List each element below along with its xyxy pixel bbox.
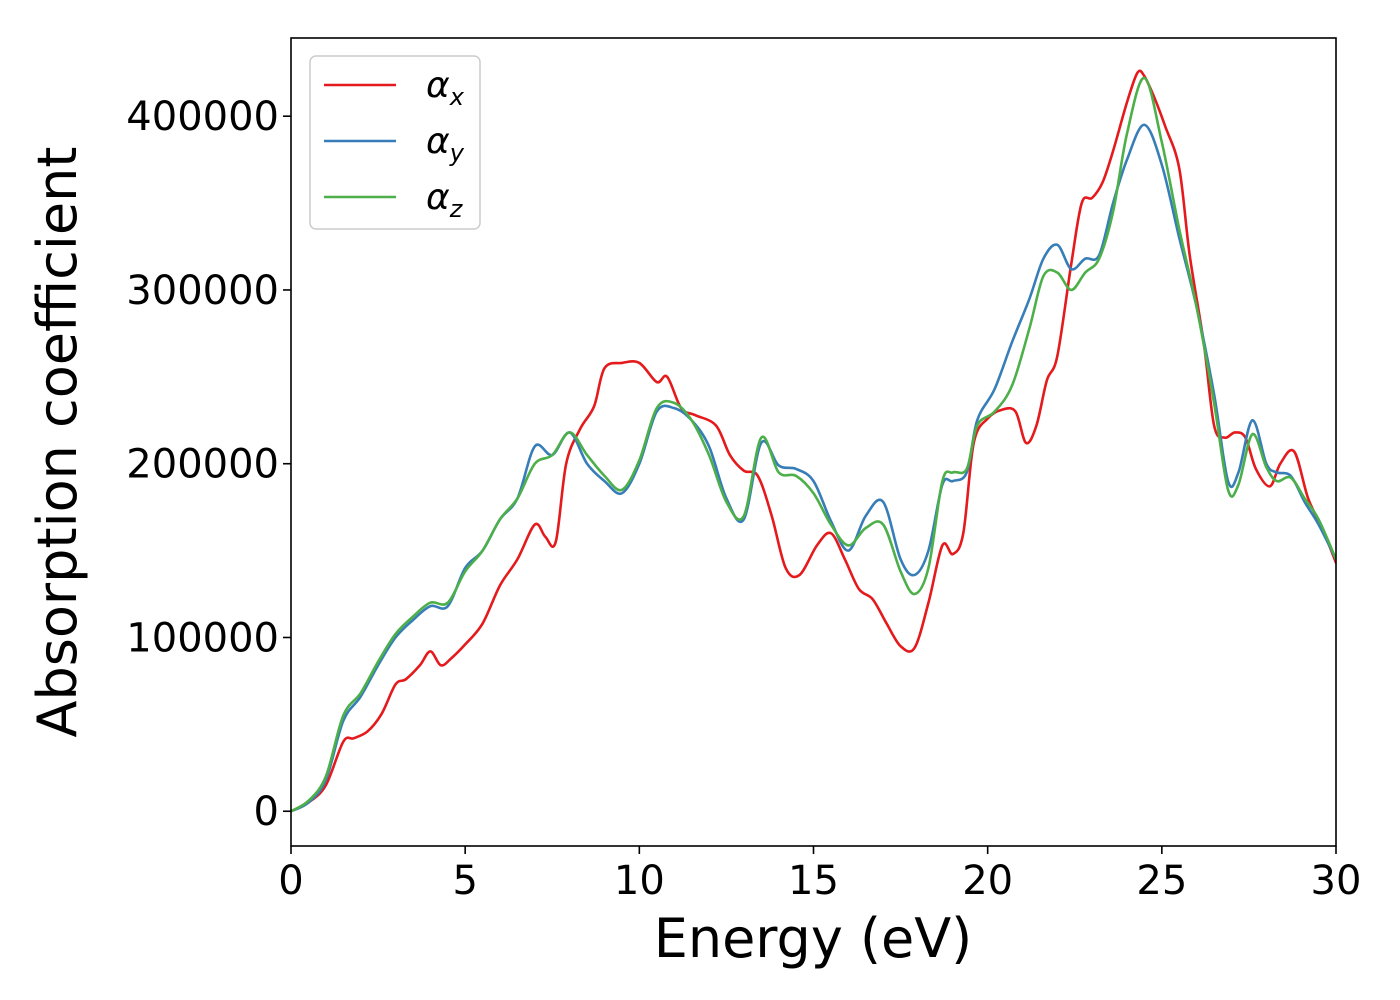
- tick-layer: 0 5 10 15 20 25 30 0 100000 200000 300000 400000: [126, 94, 1361, 904]
- x-tick-label: 15: [788, 858, 839, 904]
- y-tick-label: 0: [254, 789, 279, 835]
- legend-box: [309, 55, 481, 230]
- y-tick-label: 400000: [126, 94, 279, 140]
- y-tick-label: 200000: [126, 442, 279, 488]
- y-axis-label: Absorption coefficient: [26, 147, 89, 738]
- legend-label-x: αx: [426, 65, 465, 111]
- series-layer: [291, 69, 1336, 813]
- x-tick-label: 25: [1136, 858, 1187, 904]
- x-tick-label: 30: [1311, 858, 1362, 904]
- x-tick-label: 0: [278, 858, 303, 904]
- y-tick-label: 100000: [126, 615, 279, 661]
- x-tick-label: 5: [452, 858, 477, 904]
- x-tick-label: 20: [962, 858, 1013, 904]
- series-line-z: [291, 76, 1336, 813]
- y-tick-label: 300000: [126, 268, 279, 314]
- x-tick-label: 10: [614, 858, 665, 904]
- series-line-x: [291, 69, 1336, 813]
- x-axis-label: Energy (eV): [654, 907, 973, 970]
